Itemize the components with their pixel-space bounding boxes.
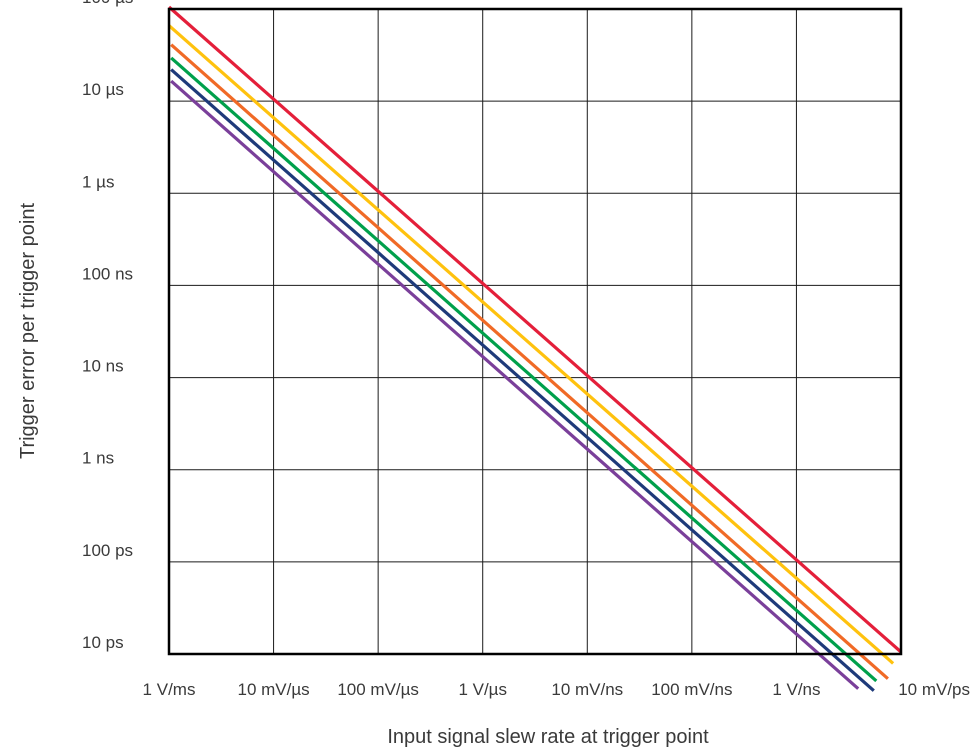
y-tick-label: 10 µs bbox=[82, 80, 124, 99]
series-line-4 bbox=[170, 56, 878, 683]
y-tick-label: 10 ps bbox=[82, 633, 124, 652]
y-tick-labels: 100 µs 10 µs 1 µs 100 ns 10 ns 1 ns 100 ps 10 p… bbox=[82, 0, 133, 652]
series-line-2 bbox=[167, 24, 895, 665]
series-line-5 bbox=[170, 68, 875, 692]
series-lines bbox=[167, 5, 903, 692]
y-axis-title: Trigger error per trigger point bbox=[17, 203, 39, 459]
plot-frame bbox=[167, 7, 903, 656]
y-tick-label: 1 ns bbox=[82, 449, 114, 468]
x-tick-labels: 1 V/ms 10 mV/µs 100 mV/µs 1 V/µs 10 mV/ns 100… bbox=[143, 680, 970, 699]
x-axis-title: Input signal slew rate at trigger point bbox=[387, 726, 709, 748]
x-tick-label: 1 V/µs bbox=[458, 680, 507, 699]
y-tick-label: 1 µs bbox=[82, 172, 114, 191]
x-tick-label: 1 V/ns bbox=[772, 680, 820, 699]
x-tick-label: 10 mV/µs bbox=[237, 680, 309, 699]
x-tick-label: 100 mV/µs bbox=[337, 680, 419, 699]
y-tick-label: 10 ns bbox=[82, 357, 124, 376]
series-line-6 bbox=[170, 79, 860, 690]
y-tick-label: 100 ns bbox=[82, 264, 133, 283]
y-tick-label: 100 ps bbox=[82, 541, 133, 560]
x-tick-label: 1 V/ms bbox=[143, 680, 196, 699]
x-tick-label: 10 mV/ns bbox=[551, 680, 623, 699]
x-tick-label: 10 mV/ps bbox=[898, 680, 970, 699]
y-tick-label: 100 µs bbox=[82, 0, 133, 7]
series-line-1 bbox=[167, 5, 903, 654]
x-tick-label: 100 mV/ns bbox=[651, 680, 732, 699]
series-line-3 bbox=[170, 43, 889, 680]
